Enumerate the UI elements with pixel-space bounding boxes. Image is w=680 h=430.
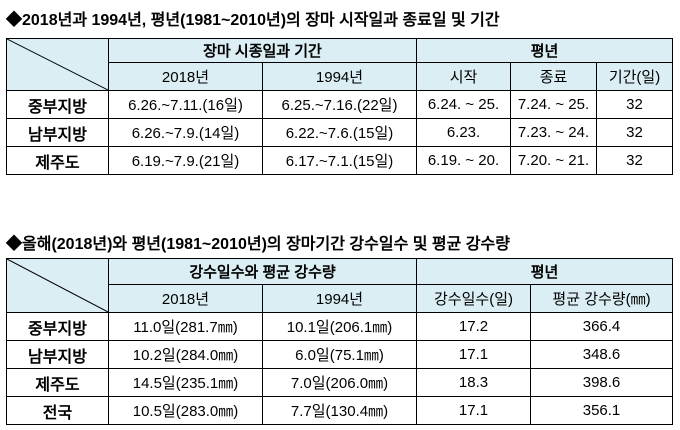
cell: 32 (595, 118, 674, 147)
data-row: 남부지방 10.2일(284.0㎜) 6.0일(75.1㎜) 17.1 348.6 (6, 340, 674, 369)
cell: 14.5일(235.1㎜) (108, 368, 263, 397)
data-row: 남부지방 6.26.~7.9.(14일) 6.22.~7.6.(15일) 6.23. 7… (6, 118, 674, 147)
header-cell: 종료 (510, 62, 597, 91)
header-cell: 기간(일) (595, 62, 674, 91)
row-header: 제주도 (6, 146, 109, 175)
row-header: 전국 (6, 396, 109, 425)
corner-cell (6, 258, 109, 313)
data-row: 전국 10.5일(283.0㎜) 7.7일(130.4㎜) 17.1 356.1 (6, 396, 674, 425)
cell: 356.1 (529, 396, 674, 425)
corner-cell (6, 38, 109, 91)
row-header: 남부지방 (6, 340, 109, 369)
cell: 7.24. ~ 25. (510, 90, 597, 119)
cell: 10.1일(206.1㎜) (262, 312, 417, 341)
row-header: 제주도 (6, 368, 109, 397)
table: 강수일수와 평균 강수량 평년 2018년 1994년 강수일수(일) 평균 강수량(㎜)… (6, 258, 674, 425)
cell: 6.19. ~ 20. (416, 146, 511, 175)
cell: 7.0일(206.0㎜) (262, 368, 417, 397)
cell: 6.26.~7.9.(14일) (108, 118, 263, 147)
table: 장마 시종일과 기간 평년 2018년 1994년 시작 종료 기간(일) 중부지방 6.26.… (6, 38, 674, 175)
cell: 6.24. ~ 25. (416, 90, 511, 119)
cell: 10.5일(283.0㎜) (108, 396, 263, 425)
data-row: 중부지방 11.0일(281.7㎜) 10.1일(206.1㎜) 17.2 366.4 (6, 312, 674, 341)
cell: 366.4 (529, 312, 674, 341)
diagonal (7, 39, 108, 90)
header-row: 강수일수와 평균 강수량 평년 (6, 258, 674, 313)
header-row: 2018년 1994년 강수일수(일) 평균 강수량(㎜) (7, 284, 674, 313)
header-cell: 평년 (415, 258, 674, 285)
header-cell: 2018년 (108, 284, 263, 313)
header-cell: 강수일수(일) (416, 284, 531, 313)
header-cell: 평균 강수량(㎜) (529, 284, 674, 313)
cell: 17.1 (416, 396, 531, 425)
cell: 32 (595, 146, 674, 175)
row-header: 중부지방 (6, 90, 109, 119)
cell: 6.26.~7.11.(16일) (108, 90, 263, 119)
data-row: 중부지방 6.26.~7.11.(16일) 6.25.~7.16.(22일) 6.24… (6, 90, 674, 119)
data-row: 제주도 14.5일(235.1㎜) 7.0일(206.0㎜) 18.3 398.6 (6, 368, 674, 397)
row-header: 중부지방 (6, 312, 109, 341)
cell: 6.19.~7.9.(21일) (108, 146, 263, 175)
cell: 32 (595, 90, 674, 119)
cell: 17.1 (416, 340, 531, 369)
cell: 7.20. ~ 21. (510, 146, 597, 175)
header-cell: 1994년 (262, 62, 417, 91)
cell: 6.17.~7.1.(15일) (262, 146, 417, 175)
header-cell: 2018년 (108, 62, 263, 91)
diagonal (7, 259, 108, 312)
header-cell: 강수일수와 평균 강수량 (108, 258, 417, 285)
header-row: 장마 시종일과 기간 평년 (6, 38, 674, 91)
cell: 6.25.~7.16.(22일) (262, 90, 417, 119)
cell: 7.23. ~ 24. (510, 118, 597, 147)
cell: 6.23. (416, 118, 511, 147)
cell: 18.3 (416, 368, 531, 397)
header-cell: 시작 (416, 62, 511, 91)
cell: 11.0일(281.7㎜) (108, 312, 263, 341)
cell: 398.6 (529, 368, 674, 397)
section-title: ◆올해(2018년)와 평년(1981~2010년)의 장마기간 강수일수 및 … (6, 236, 510, 253)
header-cell: 1994년 (262, 284, 417, 313)
cell: 6.0일(75.1㎜) (262, 340, 417, 369)
data-row: 제주도 6.19.~7.9.(21일) 6.17.~7.1.(15일) 6.19. ~… (6, 146, 674, 175)
section-title: ◆2018년과 1994년, 평년(1981~2010년)의 장마 시작일과 종… (6, 12, 500, 29)
cell: 17.2 (416, 312, 531, 341)
cell: 7.7일(130.4㎜) (262, 396, 417, 425)
header-row: 2018년 1994년 시작 종료 기간(일) (7, 62, 674, 91)
cell: 10.2일(284.0㎜) (108, 340, 263, 369)
header-cell: 장마 시종일과 기간 (108, 38, 417, 63)
row-header: 남부지방 (6, 118, 109, 147)
cell: 348.6 (529, 340, 674, 369)
header-cell: 평년 (415, 38, 674, 63)
cell: 6.22.~7.6.(15일) (262, 118, 417, 147)
